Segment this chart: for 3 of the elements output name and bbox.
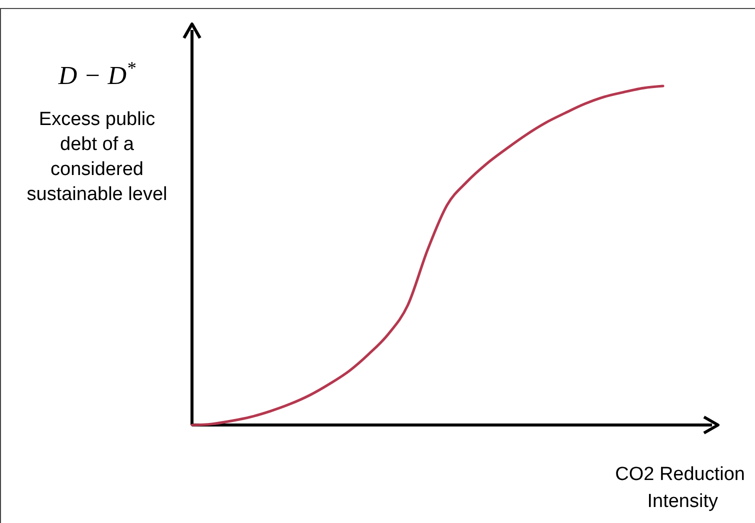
- text: Excess public debt of a considered sustainable level: [26, 109, 168, 205]
- y-axis-title: D − D$^{*}$: [57, 58, 137, 90]
- x-axis-title: CO2 Reduction Intensity: [615, 464, 745, 512]
